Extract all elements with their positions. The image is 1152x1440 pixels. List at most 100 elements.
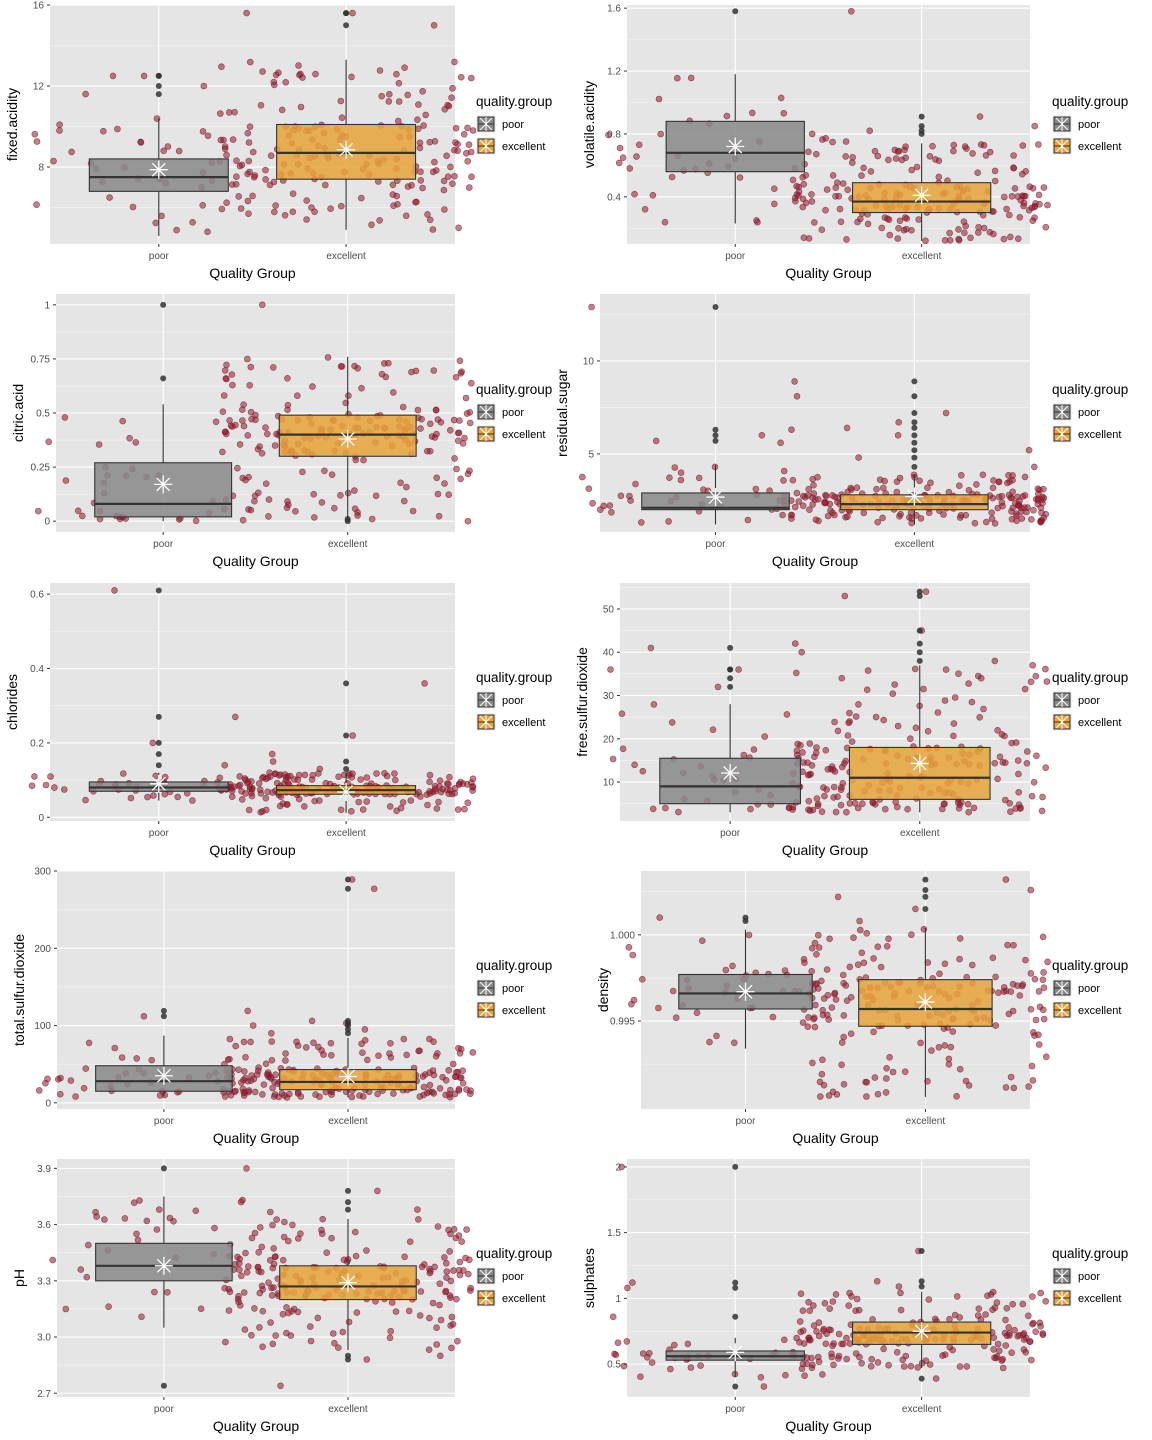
jitter-point [871,800,879,808]
jitter-point [1038,807,1046,815]
jitter-point [223,199,230,206]
jitter-point [672,1014,680,1022]
jitter-point [799,1019,807,1026]
jitter-point [990,230,997,238]
jitter-point [1000,235,1008,243]
jitter-point [1009,1300,1017,1308]
jitter-point [831,511,838,519]
jitter-point [982,518,990,526]
jitter-point [669,987,677,995]
jitter-point [384,359,392,367]
box-poor [665,8,805,224]
jitter-point [419,88,426,95]
jitter-point [1031,463,1038,471]
legend: quality.group poor excellent [476,1246,552,1307]
jitter-point [390,1090,397,1097]
jitter-point [301,771,309,779]
jitter-point [267,1319,274,1326]
jitter-point [455,1044,462,1052]
jitter-point [238,787,245,795]
jitter-point [614,1339,622,1346]
jitter-point [808,967,816,975]
jitter-point [815,1319,823,1326]
jitter-point [995,989,1002,997]
jitter-point [414,125,422,133]
legend-key-stroke [479,139,493,153]
outlier-point [160,1007,167,1014]
jitter-point [815,1358,823,1365]
legend-label: poor [502,983,524,995]
y-axis-title: density [595,968,611,1012]
jitter-point [232,1087,239,1095]
jitter-point [361,1037,369,1044]
jitter-point [67,1077,75,1084]
jitter-point [956,1314,964,1321]
jitter-point [447,163,454,171]
chart-panel-10: 0.5 1 1.5 2 poor excellent Quality Group sulpha… [581,1159,1128,1434]
jitter-point [643,1354,651,1361]
jitter-point [846,709,853,717]
jitter-point [874,152,882,160]
x-tick-label: excellent [326,828,366,839]
x-tick-label: excellent [895,539,935,550]
jitter-point [451,146,458,154]
outlier-point [155,587,162,594]
outlier-point [918,1278,925,1285]
mean-marker [905,487,924,506]
y-tick-label: 1.5 [607,1228,621,1239]
mean-marker [910,754,929,773]
jitter-point [867,168,875,175]
jitter-point [221,145,229,153]
jitter-point [111,1044,119,1052]
jitter-point [832,996,840,1003]
jitter-point [877,963,885,971]
jitter-point [619,745,627,753]
jitter-point [51,784,58,791]
jitter-point [860,509,868,517]
jitter-point [433,805,441,812]
jitter-point [249,1022,257,1029]
jitter-point [908,931,915,939]
jitter-point [466,1287,474,1294]
jitter-point [823,966,831,973]
jitter-point [467,148,475,156]
jitter-point [969,150,976,157]
jitter-point [761,733,769,740]
jitter-point [856,917,863,925]
jitter-point [1040,184,1048,191]
box-excellent [851,113,992,241]
outlier-point [732,1163,739,1170]
jitter-point [949,1346,956,1354]
jitter-point [1018,170,1026,178]
jitter-point [270,1284,277,1291]
jitter-point [133,1230,140,1238]
jitter-point [429,226,437,233]
jitter-point [461,434,468,442]
jitter-point [934,709,942,716]
jitter-point [453,465,460,473]
jitter-point [268,1292,276,1299]
jitter-point [1031,1032,1038,1039]
mean-marker-stroke [341,1069,355,1084]
jitter-point [998,492,1006,500]
jitter-point [271,442,279,449]
jitter-point [233,173,240,180]
jitter-point [226,1288,234,1296]
jitter-point [891,681,899,688]
legend-key-excellent [1052,1001,1072,1019]
jitter-point [649,805,657,813]
x-tick-label: poor [149,251,170,262]
jitter-point [1011,185,1019,192]
jitter-point [436,1352,444,1360]
jitter-point [327,205,334,212]
jitter-point [308,1017,316,1025]
jitter-point [1042,764,1049,772]
x-axis-title: Quality Group [209,265,296,281]
legend-key-excellent [476,137,496,155]
jitter-point [823,186,831,193]
jitter-point [994,504,1002,512]
jitter-point [788,426,795,434]
jitter-point [242,1249,249,1257]
mean-marker [337,782,356,801]
legend-key-stroke [1055,405,1069,419]
